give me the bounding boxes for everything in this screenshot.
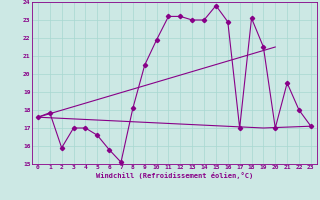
X-axis label: Windchill (Refroidissement éolien,°C): Windchill (Refroidissement éolien,°C) [96, 172, 253, 179]
